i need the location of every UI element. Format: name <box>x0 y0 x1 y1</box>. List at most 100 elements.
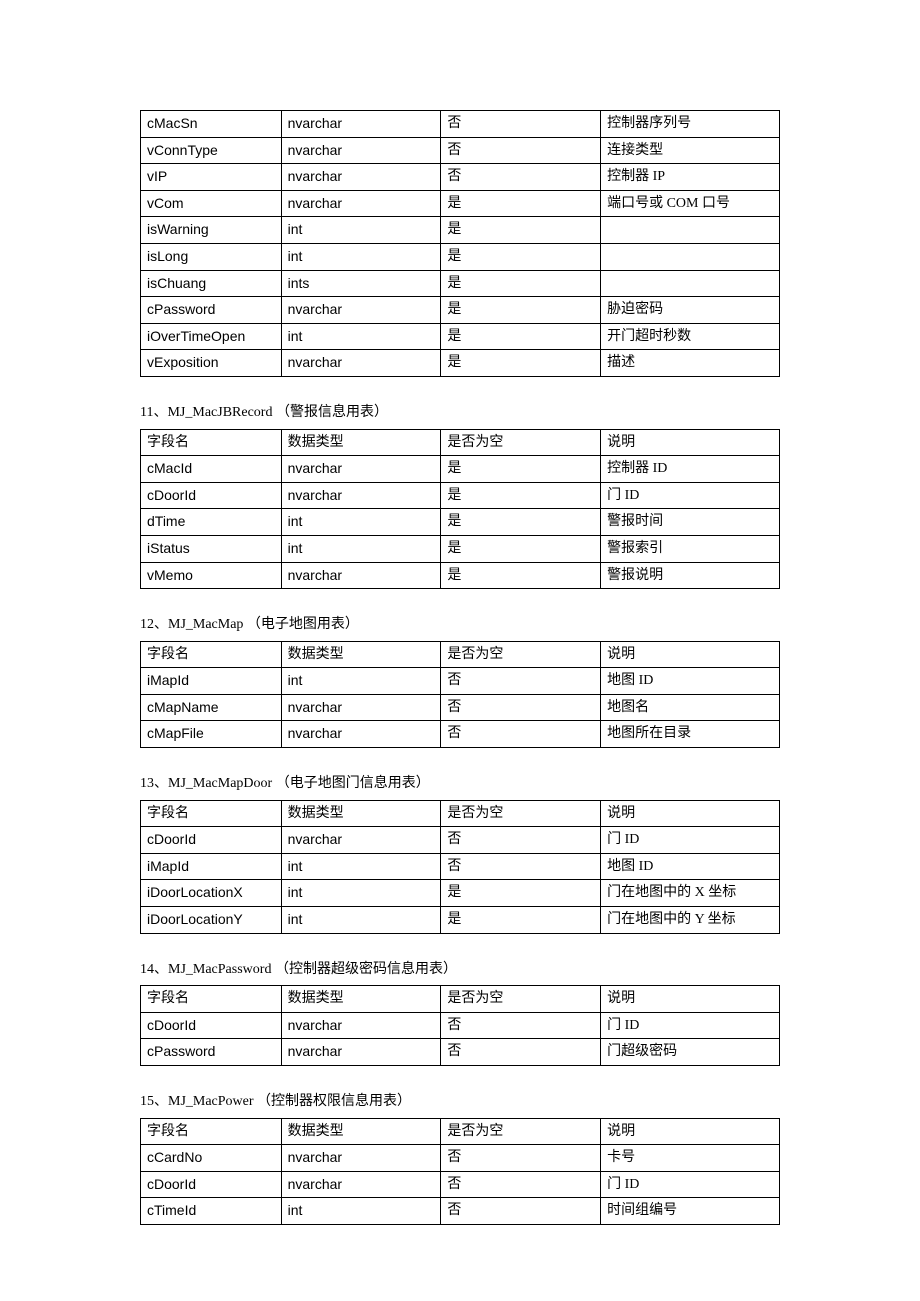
table-cell: 地图 ID <box>601 668 780 695</box>
table-row: cDoorIdnvarchar否门 ID <box>141 1171 780 1198</box>
table-row: iMapIdint否地图 ID <box>141 668 780 695</box>
table-cell: nvarchar <box>281 164 441 191</box>
table-cell <box>601 217 780 244</box>
table-cell: 是 <box>441 880 601 907</box>
schema-table: 字段名数据类型是否为空说明cMacIdnvarchar是控制器 IDcDoorI… <box>140 429 780 590</box>
table-cell: 门 ID <box>601 1171 780 1198</box>
table-cell <box>601 243 780 270</box>
table-cell: 是 <box>441 190 601 217</box>
table-header-row: 字段名数据类型是否为空说明 <box>141 986 780 1013</box>
table-header-row: 字段名数据类型是否为空说明 <box>141 641 780 668</box>
table-cell: 胁迫密码 <box>601 297 780 324</box>
table-row: isWarningint是 <box>141 217 780 244</box>
schema-table: cMacSnnvarchar否控制器序列号vConnTypenvarchar否连… <box>140 110 780 377</box>
table-cell: cDoorId <box>141 827 282 854</box>
table-cell: 否 <box>441 1171 601 1198</box>
table-cell: 门在地图中的 X 坐标 <box>601 880 780 907</box>
table-row: isChuangints是 <box>141 270 780 297</box>
table-cell: 地图名 <box>601 694 780 721</box>
table-cell: 门 ID <box>601 1012 780 1039</box>
table-row: iDoorLocationXint是门在地图中的 X 坐标 <box>141 880 780 907</box>
table-header-cell: 数据类型 <box>281 641 441 668</box>
table-cell: 控制器 ID <box>601 456 780 483</box>
table-header-cell: 是否为空 <box>441 800 601 827</box>
section-title: 11、MJ_MacJBRecord （警报信息用表） <box>140 403 780 423</box>
table-row: iDoorLocationYint是门在地图中的 Y 坐标 <box>141 907 780 934</box>
section-title: 15、MJ_MacPower （控制器权限信息用表） <box>140 1092 780 1112</box>
table-cell: cMacSn <box>141 111 282 138</box>
table-cell: ints <box>281 270 441 297</box>
table-row: cPasswordnvarchar否门超级密码 <box>141 1039 780 1066</box>
table-cell: 否 <box>441 1039 601 1066</box>
table-cell: cPassword <box>141 1039 282 1066</box>
table-cell: cPassword <box>141 297 282 324</box>
table-cell: isChuang <box>141 270 282 297</box>
table-cell: int <box>281 243 441 270</box>
table-header-cell: 说明 <box>601 641 780 668</box>
table-cell: 门超级密码 <box>601 1039 780 1066</box>
table-cell: 控制器 IP <box>601 164 780 191</box>
table-cell: 开门超时秒数 <box>601 323 780 350</box>
table-cell: 是 <box>441 456 601 483</box>
table-header-cell: 是否为空 <box>441 1118 601 1145</box>
table-cell: 否 <box>441 1145 601 1172</box>
table-cell: 端口号或 COM 口号 <box>601 190 780 217</box>
table-header-cell: 是否为空 <box>441 429 601 456</box>
table-cell: 描述 <box>601 350 780 377</box>
table-cell: 否 <box>441 1198 601 1225</box>
schema-table: 字段名数据类型是否为空说明cCardNonvarchar否卡号cDoorIdnv… <box>140 1118 780 1225</box>
table-row: cMapFilenvarchar否地图所在目录 <box>141 721 780 748</box>
table-cell: cDoorId <box>141 482 282 509</box>
table-cell: cDoorId <box>141 1012 282 1039</box>
table-cell: iOverTimeOpen <box>141 323 282 350</box>
table-cell: nvarchar <box>281 721 441 748</box>
table-cell: int <box>281 509 441 536</box>
table-cell: int <box>281 323 441 350</box>
section-title: 14、MJ_MacPassword （控制器超级密码信息用表） <box>140 960 780 980</box>
table-header-cell: 数据类型 <box>281 986 441 1013</box>
table-cell: 警报说明 <box>601 562 780 589</box>
table-cell <box>601 270 780 297</box>
table-row: isLongint是 <box>141 243 780 270</box>
table-header-cell: 字段名 <box>141 429 282 456</box>
table-cell: 否 <box>441 164 601 191</box>
table-cell: 是 <box>441 482 601 509</box>
table-cell: nvarchar <box>281 694 441 721</box>
table-row: cPasswordnvarchar是胁迫密码 <box>141 297 780 324</box>
table-header-cell: 字段名 <box>141 800 282 827</box>
table-cell: nvarchar <box>281 1171 441 1198</box>
table-cell: cCardNo <box>141 1145 282 1172</box>
table-cell: isLong <box>141 243 282 270</box>
table-cell: 否 <box>441 827 601 854</box>
table-cell: nvarchar <box>281 482 441 509</box>
table-header-row: 字段名数据类型是否为空说明 <box>141 1118 780 1145</box>
table-row: cDoorIdnvarchar否门 ID <box>141 827 780 854</box>
table-cell: iStatus <box>141 535 282 562</box>
table-cell: 门在地图中的 Y 坐标 <box>601 907 780 934</box>
table-cell: int <box>281 217 441 244</box>
table-cell: int <box>281 535 441 562</box>
table-cell: int <box>281 907 441 934</box>
table-row: cDoorIdnvarchar是门 ID <box>141 482 780 509</box>
table-cell: 门 ID <box>601 482 780 509</box>
schema-table: 字段名数据类型是否为空说明cDoorIdnvarchar否门 IDcPasswo… <box>140 985 780 1066</box>
table-cell: 是 <box>441 907 601 934</box>
section-title: 13、MJ_MacMapDoor （电子地图门信息用表） <box>140 774 780 794</box>
table-cell: nvarchar <box>281 456 441 483</box>
table-cell: cDoorId <box>141 1171 282 1198</box>
table-cell: iMapId <box>141 668 282 695</box>
table-cell: nvarchar <box>281 297 441 324</box>
table-row: vExpositionnvarchar是描述 <box>141 350 780 377</box>
table-cell: int <box>281 1198 441 1225</box>
table-header-row: 字段名数据类型是否为空说明 <box>141 800 780 827</box>
table-cell: 是 <box>441 350 601 377</box>
table-cell: nvarchar <box>281 562 441 589</box>
table-row: vComnvarchar是端口号或 COM 口号 <box>141 190 780 217</box>
table-cell: vConnType <box>141 137 282 164</box>
table-row: iMapIdint否地图 ID <box>141 853 780 880</box>
table-header-cell: 是否为空 <box>441 641 601 668</box>
table-cell: iDoorLocationY <box>141 907 282 934</box>
table-row: cDoorIdnvarchar否门 ID <box>141 1012 780 1039</box>
table-cell: nvarchar <box>281 1145 441 1172</box>
table-cell: 地图 ID <box>601 853 780 880</box>
